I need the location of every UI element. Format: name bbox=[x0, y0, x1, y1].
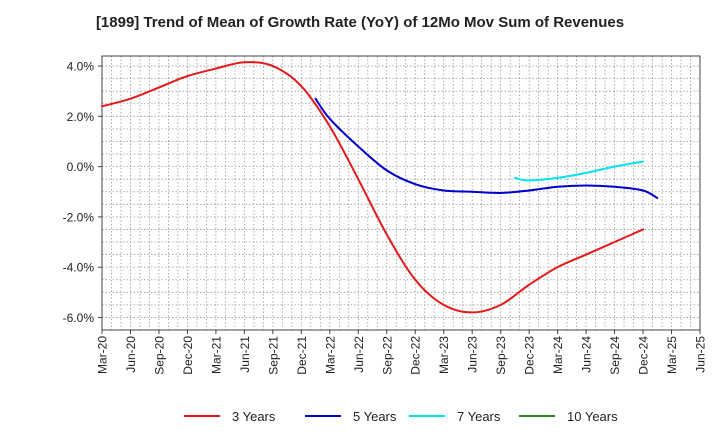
y-axis-ticks: 4.0% 2.0% 0.0% -2.0% -4.0% -6.0% bbox=[63, 60, 102, 325]
legend-label: 7 Years bbox=[457, 408, 501, 424]
legend-swatch bbox=[305, 415, 341, 417]
legend-swatch bbox=[409, 415, 445, 417]
x-tick-label: Jun-20 bbox=[124, 336, 138, 373]
x-tick-label: Sep-20 bbox=[152, 336, 166, 375]
series-line-3-years bbox=[101, 61, 645, 314]
x-tick-label: Jun-21 bbox=[238, 336, 252, 373]
x-tick-label: Mar-21 bbox=[209, 336, 223, 374]
y-tick-label: -4.0% bbox=[63, 261, 95, 275]
series-layer bbox=[101, 61, 659, 314]
y-tick-label: 0.0% bbox=[67, 160, 95, 174]
x-tick-label: Dec-24 bbox=[637, 336, 651, 375]
y-tick-label: 2.0% bbox=[67, 110, 95, 124]
legend-label: 10 Years bbox=[567, 408, 618, 424]
grid bbox=[102, 56, 700, 330]
legend-swatch bbox=[184, 415, 220, 417]
x-tick-label: Jun-22 bbox=[352, 336, 366, 373]
legend: 3 Years 5 Years 7 Years 10 Years bbox=[0, 406, 720, 426]
series-line-7-years bbox=[513, 160, 645, 182]
x-tick-label: Mar-25 bbox=[665, 336, 679, 374]
x-tick-label: Mar-24 bbox=[551, 336, 565, 374]
x-tick-label: Jun-24 bbox=[580, 336, 594, 373]
legend-item-3-years: 3 Years bbox=[184, 406, 275, 426]
x-tick-label: Dec-21 bbox=[295, 336, 309, 375]
legend-item-5-years: 5 Years bbox=[305, 406, 396, 426]
x-tick-label: Sep-23 bbox=[494, 336, 508, 375]
y-tick-label: -6.0% bbox=[63, 311, 95, 325]
x-tick-label: Dec-23 bbox=[523, 336, 537, 375]
series-line-5-years bbox=[314, 97, 659, 200]
x-tick-label: Sep-24 bbox=[608, 336, 622, 375]
x-tick-label: Mar-22 bbox=[323, 336, 337, 374]
x-tick-label: Mar-20 bbox=[96, 336, 110, 374]
x-axis-ticks: Mar-20 Jun-20 Sep-20 Dec-20 Mar-21 Jun-21 Sep-… bbox=[96, 330, 708, 375]
x-tick-label: Jun-25 bbox=[694, 336, 708, 373]
legend-item-7-years: 7 Years bbox=[409, 406, 500, 426]
x-tick-label: Sep-21 bbox=[266, 336, 280, 375]
y-tick-label: 4.0% bbox=[67, 60, 95, 74]
legend-swatch bbox=[519, 415, 555, 417]
x-tick-label: Mar-23 bbox=[437, 336, 451, 374]
x-tick-label: Dec-20 bbox=[181, 336, 195, 375]
legend-item-10-years: 10 Years bbox=[519, 406, 618, 426]
plot-frame bbox=[101, 55, 701, 331]
x-tick-label: Dec-22 bbox=[409, 336, 423, 375]
chart-title: [1899] Trend of Mean of Growth Rate (YoY… bbox=[95, 14, 625, 31]
legend-label: 3 Years bbox=[232, 408, 276, 424]
x-tick-label: Sep-22 bbox=[380, 336, 394, 375]
y-tick-label: -2.0% bbox=[63, 210, 95, 224]
x-tick-label: Jun-23 bbox=[466, 336, 480, 373]
legend-label: 5 Years bbox=[353, 408, 397, 424]
